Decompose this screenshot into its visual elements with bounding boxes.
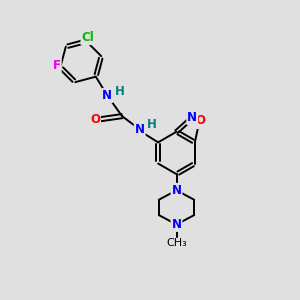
Text: O: O	[195, 114, 205, 128]
Text: N: N	[172, 218, 182, 231]
Text: N: N	[102, 89, 112, 102]
Text: N: N	[194, 115, 204, 128]
Text: Cl: Cl	[81, 31, 94, 44]
Text: N: N	[172, 184, 182, 197]
Text: CH₃: CH₃	[166, 238, 187, 248]
Text: N: N	[187, 111, 197, 124]
Text: N: N	[135, 123, 145, 136]
Text: H: H	[147, 118, 157, 131]
Text: O: O	[90, 112, 100, 126]
Text: F: F	[53, 59, 61, 72]
Text: H: H	[115, 85, 124, 98]
